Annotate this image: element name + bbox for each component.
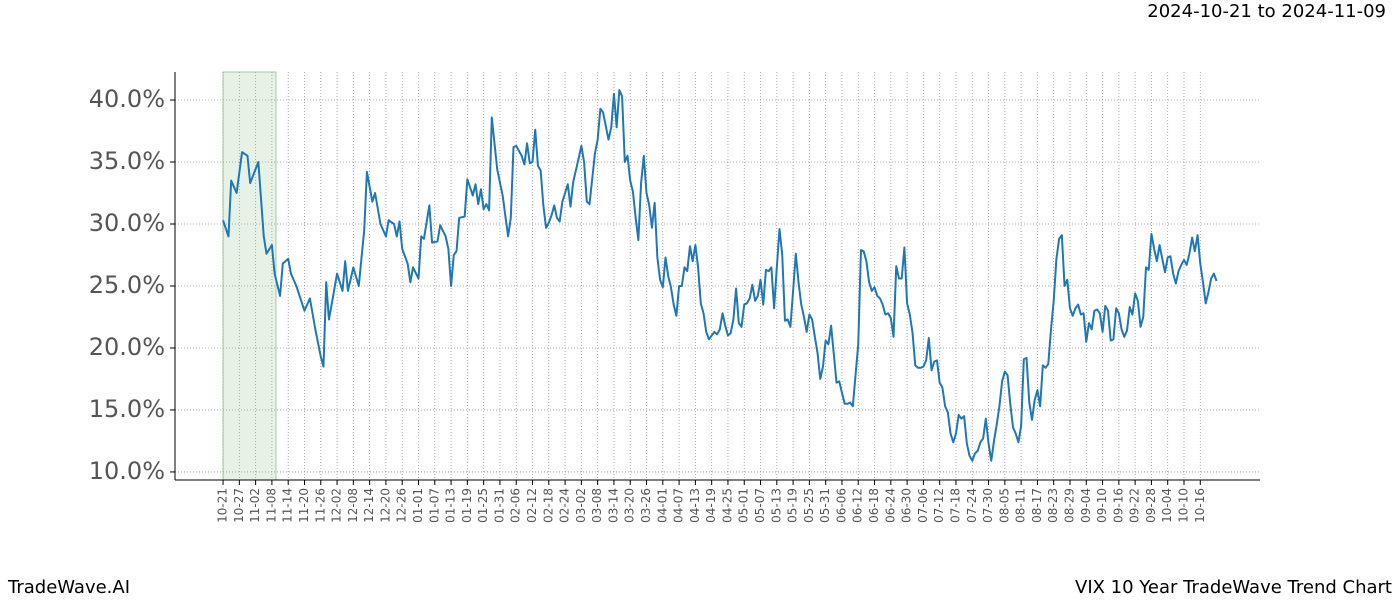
x-tick-label: 02-12 <box>525 488 539 523</box>
x-tick-label: 09-16 <box>1111 488 1125 523</box>
x-tick-label: 02-06 <box>509 488 523 523</box>
x-tick-label: 02-18 <box>541 488 555 523</box>
x-tick-label: 11-26 <box>313 488 327 523</box>
x-tick-label: 03-08 <box>590 488 604 523</box>
x-tick-label: 06-24 <box>883 488 897 523</box>
x-tick-label: 07-24 <box>965 488 979 523</box>
x-tick-label: 08-29 <box>1062 488 1076 523</box>
x-tick-label: 01-19 <box>460 488 474 523</box>
x-tick-label: 06-06 <box>834 488 848 523</box>
x-tick-label: 12-08 <box>346 488 360 523</box>
y-tick-label: 40.0% <box>89 85 165 113</box>
highlight-span <box>222 71 277 481</box>
x-tick-label: 12-02 <box>330 488 344 523</box>
x-tick-label: 05-13 <box>769 488 783 523</box>
x-tick-label: 12-14 <box>362 488 376 523</box>
x-tick-label: 02-24 <box>558 488 572 523</box>
x-tick-label: 07-30 <box>981 488 995 523</box>
x-tick-label: 03-14 <box>606 488 620 523</box>
date-range: 2024-10-21 to 2024-11-09 <box>1147 1 1386 22</box>
x-tick-label: 01-07 <box>427 488 441 523</box>
x-tick-label: 12-26 <box>395 488 409 523</box>
brand: TradeWave.AI <box>7 577 130 598</box>
x-tick-label: 10-04 <box>1160 488 1174 523</box>
x-tick-label: 03-20 <box>623 488 637 523</box>
y-tick-label: 10.0% <box>89 457 165 485</box>
x-tick-label: 04-25 <box>720 488 734 523</box>
x-tick-label: 06-30 <box>900 488 914 523</box>
x-tick-label: 05-19 <box>786 488 800 523</box>
x-tick-label: 05-01 <box>737 488 751 523</box>
x-tick-label: 01-01 <box>411 488 425 523</box>
x-tick-label: 01-25 <box>476 488 490 523</box>
y-tick-label: 15.0% <box>89 395 165 423</box>
line <box>222 89 1218 462</box>
x-tick-label: 11-08 <box>264 488 278 523</box>
x-tick-label: 03-02 <box>574 488 588 523</box>
x-tick-label: 09-28 <box>1144 488 1158 523</box>
x-tick-label: 07-06 <box>916 488 930 523</box>
x-tick-label: 09-10 <box>1095 488 1109 523</box>
x-tick-label: 08-17 <box>1030 488 1044 523</box>
x-tick-label: 11-02 <box>248 488 262 523</box>
x-tick-label: 03-26 <box>639 488 653 523</box>
x-tick-label: 04-13 <box>688 488 702 523</box>
x-tick-label: 11-14 <box>281 488 295 523</box>
x-tick-label: 06-18 <box>867 488 881 523</box>
x-tick-label: 10-16 <box>1193 488 1207 523</box>
x-tick-label: 08-11 <box>1014 488 1028 523</box>
x-tick-label: 05-25 <box>802 488 816 523</box>
x-tick-label: 06-12 <box>851 488 865 523</box>
x-tick-label: 07-18 <box>948 488 962 523</box>
x-tick-label: 08-23 <box>1046 488 1060 523</box>
x-tick-label: 04-19 <box>704 488 718 523</box>
x-tick-label: 10-27 <box>232 488 246 523</box>
y-tick-label: 30.0% <box>89 209 165 237</box>
x-tick-label: 05-07 <box>753 488 767 523</box>
x-tick-label: 01-31 <box>492 488 506 523</box>
x-tick-label: 12-20 <box>378 488 392 523</box>
x-tick-label: 04-07 <box>672 488 686 523</box>
x-tick-label: 11-20 <box>297 488 311 523</box>
x-tick-label: 04-01 <box>655 488 669 523</box>
y-tick-label: 20.0% <box>89 333 165 361</box>
x-tick-label: 05-31 <box>818 488 832 523</box>
x-tick-label: 10-21 <box>216 488 230 523</box>
x-tick-label: 10-10 <box>1176 488 1190 523</box>
caption: VIX 10 Year TradeWave Trend Chart <box>1075 577 1392 598</box>
x-tick-label: 01-13 <box>444 488 458 523</box>
y-tick-label: 35.0% <box>89 147 165 175</box>
y-tick-label: 25.0% <box>89 271 165 299</box>
x-tick-label: 09-22 <box>1128 488 1142 523</box>
x-tick-label: 09-04 <box>1079 488 1093 523</box>
x-tick-label: 07-12 <box>932 488 946 523</box>
x-tick-label: 08-05 <box>997 488 1011 523</box>
